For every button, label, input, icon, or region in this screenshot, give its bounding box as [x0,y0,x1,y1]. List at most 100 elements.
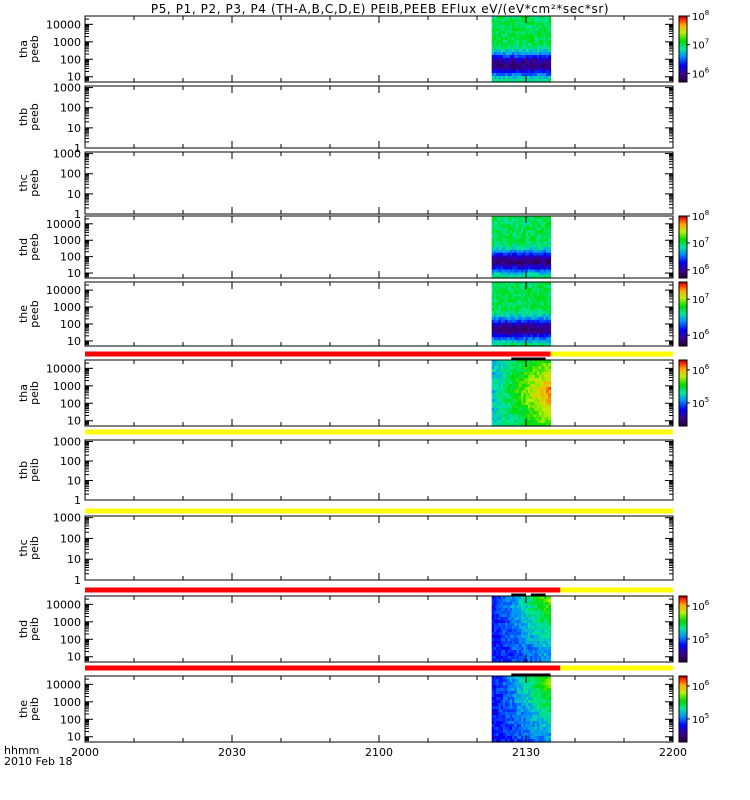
spectrogram-cell [530,715,534,719]
spectrogram-cell [521,241,524,245]
spectrogram-cell [498,58,502,62]
spectrogram-cell [530,255,534,259]
spectrogram-cell [523,19,527,23]
spectrogram-cell [507,221,511,226]
spectrogram-cell [518,712,522,716]
spectrogram-cell [543,331,547,335]
spectrogram-cell [534,366,538,370]
spectrogram-cell [532,52,536,56]
panel-frame [84,151,674,215]
x-tick-label: 2130 [512,746,540,759]
spectrogram-cell [525,620,529,624]
spectrogram-cell [521,360,524,364]
spectrogram-cell [493,739,497,743]
spectrogram-cell [536,423,540,427]
spectrogram-cell [541,369,545,373]
spectrogram-cell [545,314,549,318]
spectrogram-cell [534,37,538,41]
spectrogram-cell [493,378,497,382]
spectrogram-cell [503,715,506,719]
spectrogram-cell [493,305,497,309]
spectrogram-cell [530,405,534,409]
spectrogram-cell [539,232,543,237]
spectrogram-cell [523,688,527,692]
spectrogram-cell [514,620,518,624]
spectrogram-cell [493,221,497,226]
spectrogram-cell [503,296,506,301]
spectrogram-cell [493,290,497,295]
spectrogram-cell [534,241,538,245]
spectrogram-cell [491,216,495,220]
spectrogram-cell [491,34,495,38]
spectrogram-cell [514,724,518,728]
spectrogram-cell [505,230,509,234]
y-tick-label: 10 [67,475,81,488]
spectrogram-cell [505,261,509,265]
spectrogram-cell [516,423,520,427]
spectrogram-cell [496,697,500,701]
spectrogram-cell [539,736,543,740]
spectrogram-cell [496,241,500,245]
spectrogram-cell [545,287,549,292]
spectrogram-cell [541,258,545,262]
spectrogram-cell [530,369,534,373]
spectrogram-cell [543,282,547,286]
spectrogram-cell [536,605,540,609]
spectrogram-cell [516,688,520,692]
spectrogram-cell [523,679,527,683]
spectrogram-cell [548,249,552,254]
spectrogram-cell [512,626,515,630]
spectrogram-cell [527,79,531,83]
spectrogram-cell [498,608,502,612]
spectrogram-cell [503,363,506,367]
spectrogram-cell [512,296,515,301]
spectrogram-cell [491,218,495,223]
spectrogram-cell [534,40,538,44]
spectrogram-cell [534,727,538,731]
spectrogram-cell [516,61,520,65]
spectrogram-cell [523,396,527,400]
spectrogram-cell [518,40,522,44]
spectrogram-cell [518,653,522,657]
y-tick-label: 100 [60,168,81,181]
spectrogram-cell [536,393,540,397]
spectrogram-cell [503,721,506,725]
spectrogram-cell [496,679,500,683]
spectrogram-cell [536,614,540,618]
spectrogram-cell [514,232,518,237]
spectrogram-cell [509,314,513,318]
spectrogram-cell [505,739,509,743]
spectrogram-cell [521,258,524,262]
spectrogram-cell [498,718,502,722]
spectrogram-cell [498,61,502,65]
spectrogram-cell [534,411,538,415]
spectrogram-cell [518,730,522,734]
spectrogram-cell [543,340,547,344]
spectrogram-cell [509,599,513,603]
spectrogram-cell [518,623,522,627]
spectrogram-thd-peeb [491,216,552,279]
spectrogram-cell [516,414,520,418]
spectrogram-cell [545,629,549,633]
spectrogram-cell [521,337,524,341]
spectrogram-cell [493,293,497,298]
spectrogram-cell [507,343,511,347]
spectrogram-cell [498,43,502,47]
spectrogram-cell [539,644,543,648]
spectrogram-cell [541,218,545,223]
spectrogram-cell [536,718,540,722]
spectrogram-cell [548,694,552,698]
spectrogram-cell [507,414,511,418]
spectrogram-cell [545,308,549,312]
spectrogram-cell [521,221,524,226]
spectrogram-cell [518,235,522,240]
spectrogram-cell [530,235,534,240]
spectrogram-cell [498,52,502,56]
spectrogram-cell [509,366,513,370]
spectrogram-cell [514,221,518,226]
spectrogram-cell [503,623,506,627]
spectrogram-the-peib [491,676,552,743]
spectrogram-cell [548,34,552,38]
spectrogram-cell [523,697,527,701]
spectrogram-cell [498,67,502,71]
